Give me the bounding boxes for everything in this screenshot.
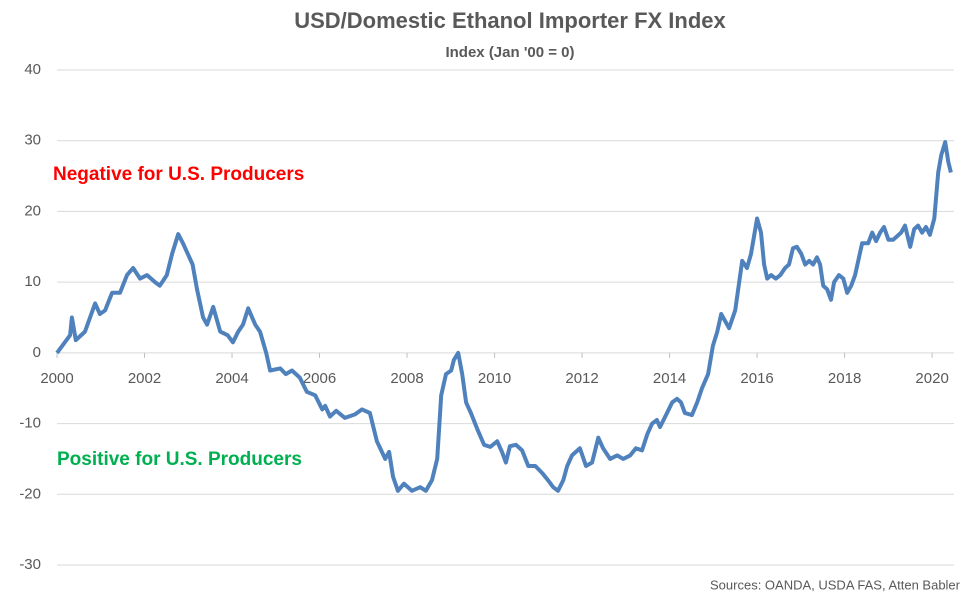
x-tick-label: 2000 — [40, 370, 73, 387]
annotation: Positive for U.S. Producers — [57, 449, 302, 470]
y-tick-label: -30 — [19, 556, 41, 573]
x-tick-label: 2006 — [303, 370, 336, 387]
chart-title: USD/Domestic Ethanol Importer FX Index — [294, 8, 726, 33]
y-tick-label: 0 — [33, 344, 41, 361]
y-tick-label: 10 — [24, 273, 41, 290]
chart-subtitle: Index (Jan '00 = 0) — [445, 44, 574, 61]
x-tick-label: 2018 — [828, 370, 861, 387]
y-tick-label: 30 — [24, 132, 41, 149]
x-tick-label: 2004 — [215, 370, 248, 387]
y-tick-label: 40 — [24, 61, 41, 78]
x-tick-label: 2012 — [565, 370, 598, 387]
annotation: Negative for U.S. Producers — [53, 164, 304, 185]
y-tick-label: -20 — [19, 485, 41, 502]
x-tick-label: 2016 — [740, 370, 773, 387]
x-tick-label: 2010 — [478, 370, 511, 387]
x-tick-label: 2014 — [653, 370, 686, 387]
y-tick-label: 20 — [24, 202, 41, 219]
x-tick-label: 2002 — [128, 370, 161, 387]
x-tick-label: 2020 — [915, 370, 948, 387]
x-tick-label: 2008 — [390, 370, 423, 387]
data-line — [55, 140, 953, 493]
y-tick-label: -10 — [19, 415, 41, 432]
source-note: Sources: OANDA, USDA FAS, Atten Babler — [710, 577, 961, 592]
